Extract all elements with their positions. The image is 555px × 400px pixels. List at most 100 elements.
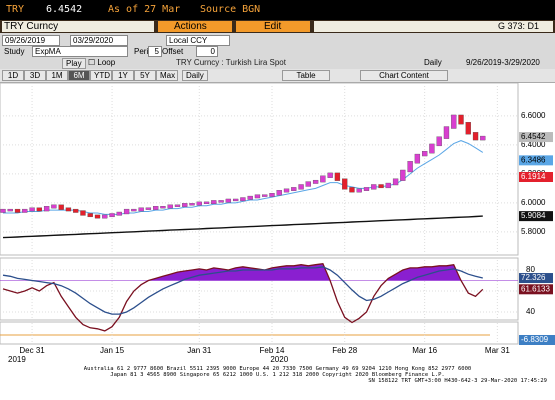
y-tick-label: 6.4000 [521, 140, 546, 149]
rsi-red-last: 61.6133 [521, 284, 550, 293]
candle [109, 213, 115, 218]
candle [145, 207, 152, 210]
ma-slow-line [2, 215, 483, 239]
macd-panel [0, 321, 519, 345]
candle [73, 208, 79, 213]
candle [378, 184, 384, 189]
candle [138, 207, 144, 212]
ma-slow-last-box [519, 211, 553, 222]
candle [356, 188, 362, 193]
last-price: 6.4542 [521, 132, 546, 141]
frequency: Daily [424, 58, 442, 67]
period-bar: Daily Table Chart Content 1D 3D 1M 6M YTD 1Y 5… [0, 69, 555, 83]
candle [247, 195, 253, 200]
candle [392, 178, 399, 186]
period-label: Period [134, 47, 158, 56]
period-button[interactable]: 6M [68, 70, 90, 81]
candle [80, 210, 86, 216]
ticker: TRY [6, 4, 25, 15]
actions-menu[interactable]: Actions [158, 21, 232, 32]
candle [160, 206, 166, 209]
candle [429, 143, 435, 154]
period-button[interactable]: 1M [46, 70, 68, 81]
candle [262, 194, 268, 197]
rsi-line [2, 266, 483, 315]
candle [305, 181, 311, 187]
candle [269, 193, 275, 197]
ma-slow-last: 5.9084 [521, 211, 546, 220]
candle [87, 213, 93, 218]
rsi-line [2, 262, 484, 332]
period-button[interactable]: 3D [24, 70, 46, 81]
period-button[interactable]: 1D [2, 70, 24, 81]
end-date[interactable]: 03/29/2020 [70, 35, 128, 46]
candle [0, 208, 6, 213]
period-button[interactable]: Max [156, 70, 178, 81]
candle [414, 153, 421, 164]
study-select[interactable]: ExpMA [32, 46, 128, 57]
ma-fast-last-box [519, 155, 553, 166]
rsi-blue-last: 72.326 [521, 273, 546, 282]
candle [232, 198, 239, 202]
candle [43, 206, 50, 212]
y-tick-label: 5.8000 [521, 227, 546, 236]
table-button[interactable]: Table [282, 70, 330, 81]
x-tick-label: Mar 31 [485, 346, 510, 355]
as-of: As of 27 Mar [108, 4, 181, 15]
year-label: 2020 [270, 355, 288, 364]
candle [218, 200, 224, 203]
y-tick-label: 6.0000 [521, 198, 546, 207]
candle [327, 172, 333, 178]
candle [283, 188, 290, 193]
period-input[interactable]: 5 [148, 46, 162, 57]
candle [58, 204, 64, 210]
candle [407, 161, 413, 173]
chart-content-button[interactable]: Chart Content [360, 70, 448, 81]
period-button[interactable]: YTD [90, 70, 112, 81]
x-tick-label: Dec 31 [19, 346, 45, 355]
year-label: 2019 [8, 355, 26, 364]
candle [196, 201, 202, 206]
page-id: G 373: D1 [314, 21, 553, 32]
candle [422, 150, 428, 157]
footer: Australia 61 2 9777 8600 Brazil 5511 239… [0, 366, 555, 384]
frequency-select[interactable]: Daily [182, 70, 208, 81]
candle [254, 194, 261, 199]
loop-checkbox[interactable]: ☐ Loop [88, 58, 116, 67]
edit-menu[interactable]: Edit [236, 21, 310, 32]
rsi-tick-label: 80 [526, 265, 535, 274]
x-tick-label: Jan 15 [100, 346, 125, 355]
candle [276, 190, 282, 196]
candle [94, 214, 101, 219]
x-tick-label: Feb 14 [260, 346, 285, 355]
currency-select[interactable]: Local CCY [166, 35, 230, 46]
play-button[interactable]: Play [62, 58, 86, 69]
candle [458, 114, 464, 125]
candle [363, 187, 370, 191]
candle [102, 214, 108, 219]
candle [167, 204, 173, 209]
candle [7, 208, 13, 212]
candle [480, 135, 486, 141]
candle [65, 207, 72, 212]
start-date[interactable]: 09/26/2019 [2, 35, 60, 46]
candle [320, 175, 326, 183]
candle [465, 122, 471, 135]
rsi-red-last-box [519, 284, 553, 295]
candle [51, 204, 57, 209]
candle [29, 207, 35, 212]
candle [334, 172, 341, 181]
candle [203, 201, 210, 205]
period-button[interactable]: 5Y [134, 70, 156, 81]
security-input[interactable]: TRY Curncy [2, 21, 154, 32]
candle [291, 187, 297, 191]
candle [385, 182, 391, 189]
last-price-box [519, 132, 553, 143]
x-tick-label: Jan 31 [187, 346, 212, 355]
x-tick-label: Mar 16 [412, 346, 437, 355]
period-button[interactable]: 1Y [112, 70, 134, 81]
footer-line: Australia 61 2 9777 8600 Brazil 5511 239… [83, 366, 472, 372]
offset-input[interactable]: 0 [196, 46, 218, 57]
candle [349, 187, 355, 193]
